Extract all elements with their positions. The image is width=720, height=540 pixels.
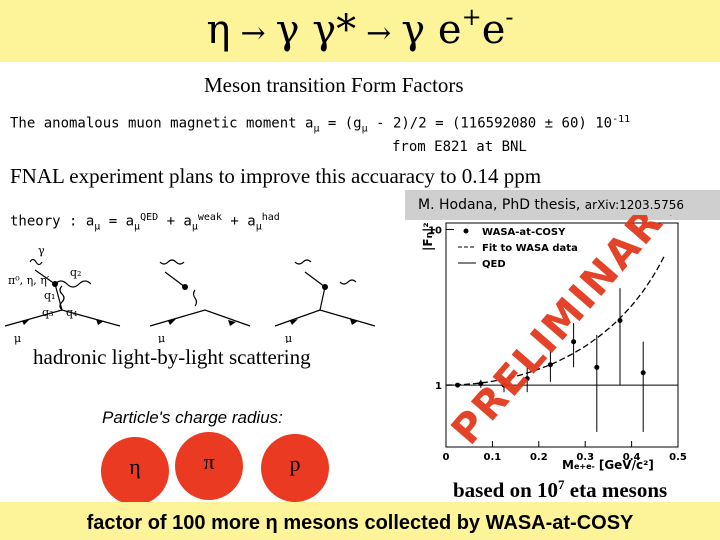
- legend-entry: Fit to WASA data: [482, 243, 578, 254]
- label-gamma: γ: [38, 244, 45, 257]
- photon-line-3a: [294, 259, 312, 265]
- legend-marker: [463, 228, 469, 234]
- muon-source-text: from E821 at BNL: [392, 139, 527, 155]
- slide-title: η → γ γ* → γ e+e-: [206, 3, 514, 53]
- meson-line-3: [304, 271, 326, 311]
- proton-particle: p: [261, 434, 329, 502]
- charge-radius-label: Particle's charge radius:: [102, 408, 283, 427]
- data-point: [617, 317, 623, 323]
- x-axis-label: Me+e- [GeV/c²]: [562, 458, 654, 472]
- lbl-scattering-label: hadronic light-by-light scattering: [33, 345, 311, 369]
- photon-line-1c: [29, 258, 43, 266]
- legend-entry: WASA-at-COSY: [482, 227, 566, 238]
- label-mesons: π⁰, η, η′: [8, 274, 50, 287]
- form-factor-plot: |Fη|² Me+e- [GeV/c²] 0 0.1 0.2 0.3 0.4 0.5 10 1 W…: [421, 222, 687, 472]
- label-q1: q₁: [44, 289, 55, 302]
- label-background: [22, 343, 360, 371]
- data-point: [594, 364, 600, 370]
- label-mu-3: μ: [285, 332, 292, 345]
- footer-text: factor of 100 more η mesons collected by…: [86, 512, 634, 534]
- data-point: [640, 370, 646, 376]
- data-point: [455, 382, 461, 388]
- x-tick-label: 0.1: [484, 452, 502, 463]
- muon-line-1: [4, 309, 121, 327]
- meson-line-2: [164, 271, 186, 288]
- x-tick-label: 0.2: [530, 452, 548, 463]
- photon-line-2b: [192, 289, 198, 307]
- statistics-note: based on 107 eta mesons: [453, 477, 668, 502]
- label-mu-1: μ: [14, 332, 21, 345]
- data-point: [547, 362, 553, 368]
- photon-line-1a: [54, 280, 92, 288]
- citation: M. Hodana, PhD thesis, arXiv:1203.5756: [418, 197, 685, 213]
- muon-line-2: [149, 309, 251, 327]
- data-point: [478, 381, 484, 387]
- photon-line-1b: [59, 285, 65, 311]
- muon-moment-text: The anomalous muon magnetic moment aμ = …: [10, 114, 631, 135]
- footer-banner: [0, 502, 720, 540]
- label-q4: q₄: [66, 306, 78, 319]
- label-q3: q₃: [42, 306, 53, 319]
- x-tick-label: 0.3: [576, 452, 594, 463]
- data-point: [501, 382, 507, 388]
- eta-particle: η: [101, 437, 169, 505]
- x-tick-label: 0: [443, 452, 450, 463]
- citation-bar: [405, 190, 720, 220]
- label-mu-2: μ: [158, 332, 165, 345]
- data-point: [571, 339, 577, 345]
- theory-formula: theory : aμ = aμQED + aμweak + aμhad: [10, 212, 280, 233]
- x-tick-label: 0.4: [623, 452, 641, 463]
- subtitle: Meson transition Form Factors: [204, 73, 464, 97]
- svg-text:PRELIMINARY: PRELIMINARY: [443, 215, 692, 454]
- feynman-diagrams: γ π⁰, η, η′ q₁ q₂ q₃ q₄ μ μ μ: [4, 244, 376, 345]
- x-tick-label: 0.5: [669, 452, 687, 463]
- title-banner: [0, 0, 720, 62]
- preliminary-watermark: PRELIMINARY: [443, 215, 692, 454]
- pion-particle: π: [175, 432, 243, 500]
- muon-line-3: [274, 309, 376, 327]
- data-point: [524, 376, 530, 382]
- fnal-text: FNAL experiment plans to improve this ac…: [10, 164, 542, 188]
- photon-line-2a: [159, 259, 185, 265]
- plot-frame: [445, 222, 679, 448]
- legend-entry: QED: [482, 259, 506, 270]
- label-q2: q₂: [70, 266, 81, 279]
- y-axis-label: |Fη|²: [421, 222, 435, 251]
- y-tick-label: 1: [435, 381, 442, 392]
- photon-line-3b: [339, 279, 357, 285]
- y-tick-label: 10: [428, 225, 442, 236]
